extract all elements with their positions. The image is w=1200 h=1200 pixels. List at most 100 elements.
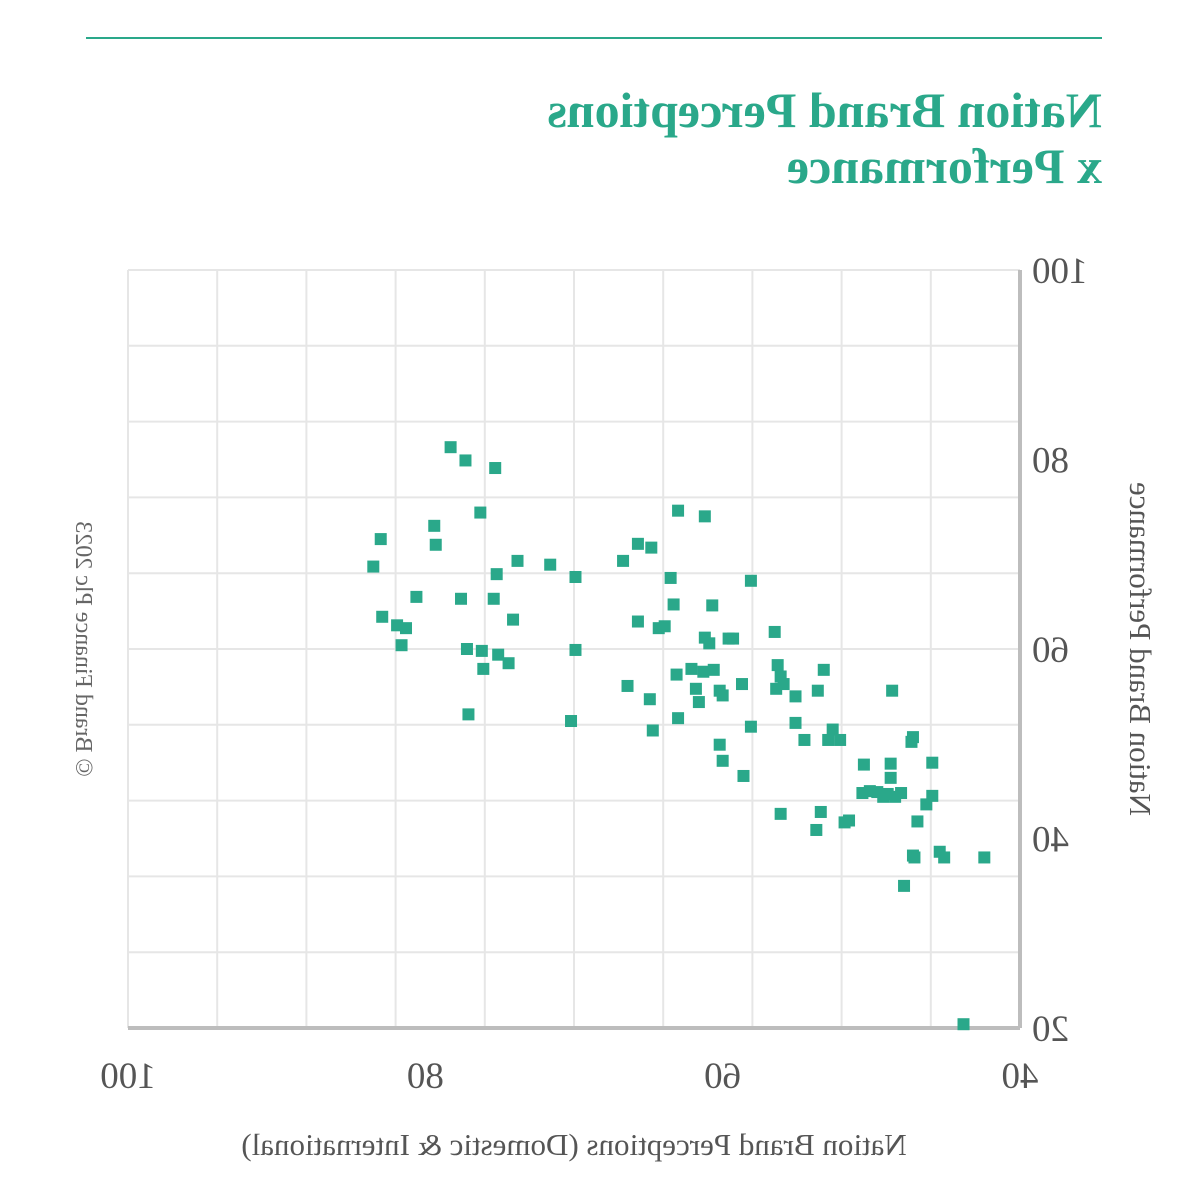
data-point (490, 568, 503, 581)
data-point (664, 571, 677, 584)
data-point (744, 720, 757, 733)
data-point (658, 620, 671, 633)
data-point (672, 712, 685, 725)
data-point (489, 462, 502, 475)
data-point (737, 769, 750, 782)
data-point (814, 805, 827, 818)
data-point (631, 615, 644, 628)
data-point (646, 724, 659, 737)
data-point (428, 519, 441, 532)
data-point (789, 690, 802, 703)
data-point (817, 663, 830, 676)
data-point (367, 560, 380, 573)
data-point (716, 689, 729, 702)
data-point (460, 643, 473, 655)
data-point (410, 590, 423, 603)
data-point (455, 592, 468, 605)
data-point (857, 758, 870, 771)
y-axis-label: Nation Brand Performance (1123, 482, 1158, 816)
y-tick-label: 80 (1032, 441, 1069, 482)
data-point (908, 851, 921, 864)
data-point (400, 622, 413, 635)
data-point (621, 679, 634, 692)
x-tick-label: 100 (100, 1056, 156, 1097)
data-point (689, 682, 702, 695)
data-point (459, 454, 472, 467)
data-point (462, 708, 475, 721)
data-point (697, 665, 710, 678)
data-point (569, 570, 582, 583)
y-tick-labels: 20 40 60 80 100 (1032, 251, 1088, 1050)
data-point (774, 807, 787, 820)
data-point (898, 879, 911, 892)
data-point (429, 538, 442, 551)
data-point (798, 733, 811, 746)
data-point (735, 678, 748, 691)
data-point (477, 662, 490, 675)
data-point (884, 771, 897, 784)
data-point (886, 684, 899, 697)
data-point (938, 851, 951, 864)
copyright-text: © Brand Finance Plc 2023 (70, 521, 96, 777)
data-point (777, 678, 790, 691)
data-point (706, 599, 719, 612)
data-point (617, 554, 630, 567)
data-point (811, 684, 824, 697)
x-axis-label: Nation Brand Perceptions (Domestic & Int… (241, 1127, 906, 1162)
data-point (744, 574, 757, 587)
data-point (957, 1018, 970, 1031)
data-point (569, 643, 582, 656)
data-point (768, 625, 781, 638)
data-point (643, 693, 656, 706)
y-tick-label: 60 (1032, 630, 1069, 671)
data-point (631, 537, 644, 550)
data-point (685, 662, 698, 675)
data-point (716, 754, 729, 767)
data-point (843, 814, 856, 827)
data-point (374, 533, 387, 546)
data-point (475, 644, 488, 657)
data-point (978, 851, 991, 864)
data-point (565, 715, 578, 728)
data-point (703, 637, 716, 650)
data-point (672, 504, 685, 517)
data-point (492, 648, 505, 661)
data-point (810, 823, 823, 836)
data-point (707, 663, 720, 676)
data-point (376, 610, 389, 623)
x-tick-label: 40 (1002, 1056, 1039, 1097)
axes (128, 270, 1022, 1030)
data-point (727, 632, 740, 645)
x-tick-label: 60 (704, 1056, 741, 1097)
data-point (926, 756, 939, 769)
data-point (692, 696, 705, 709)
data-point (834, 733, 847, 746)
data-points (367, 441, 991, 1031)
data-point (926, 789, 939, 802)
data-point (507, 613, 520, 626)
data-point (667, 598, 680, 611)
data-point (645, 541, 658, 554)
data-point (822, 733, 835, 746)
data-point (895, 787, 908, 800)
data-point (474, 506, 487, 519)
data-point (670, 668, 683, 681)
data-point (911, 815, 924, 828)
x-tick-labels: 40 60 80 100 (100, 1056, 1038, 1097)
y-tick-label: 20 (1032, 1009, 1069, 1050)
y-tick-label: 100 (1032, 251, 1088, 292)
data-point (771, 659, 784, 672)
data-point (511, 554, 524, 567)
data-point (444, 441, 457, 454)
data-point (789, 716, 802, 729)
data-point (713, 738, 726, 751)
x-tick-label: 80 (407, 1056, 444, 1097)
data-point (884, 757, 897, 770)
data-point (826, 723, 839, 736)
data-point (395, 639, 408, 652)
data-point (487, 592, 500, 605)
data-point (502, 657, 515, 670)
y-tick-label: 40 (1032, 820, 1069, 861)
data-point (906, 731, 919, 744)
